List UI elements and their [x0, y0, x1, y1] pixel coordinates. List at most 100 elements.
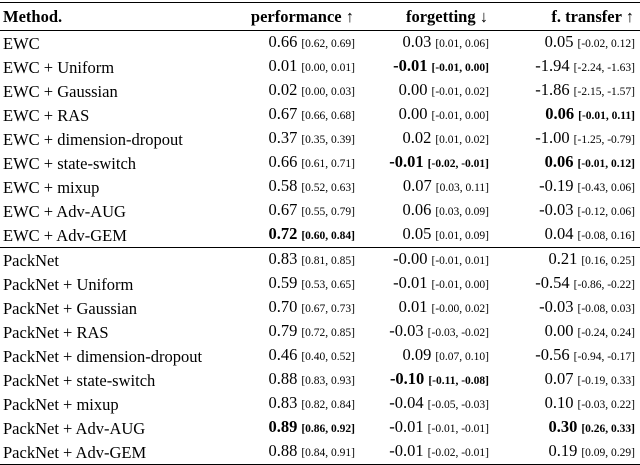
result-cell: 0.06 [-0.01, 0.12]: [494, 151, 640, 175]
result-cell: 0.66 [0.62, 0.69]: [236, 31, 360, 56]
result-cell: 0.88 [0.83, 0.93]: [236, 368, 360, 392]
mean-value: -0.04: [389, 393, 424, 412]
method-name: PackNet + mixup: [3, 394, 119, 414]
confidence-interval: [-0.01, 0.01]: [431, 255, 490, 267]
result-cell: 0.67 [0.55, 0.79]: [236, 199, 360, 223]
confidence-interval: [-0.01, 0.11]: [578, 110, 635, 122]
table-row: PackNet + dimension-dropout 0.46 [0.40, 0.…: [0, 344, 640, 368]
mean-value: -0.19: [539, 176, 574, 195]
mean-value: -0.01: [393, 56, 428, 75]
confidence-interval: [0.84, 0.91]: [301, 447, 355, 459]
result-cell: 0.79 [0.72, 0.85]: [236, 320, 360, 344]
result-cell: 0.83 [0.82, 0.84]: [236, 392, 360, 416]
mean-value: 0.05: [544, 32, 574, 51]
confidence-interval: [0.53, 0.65]: [301, 279, 355, 291]
column-header: f. transfer ↑: [551, 7, 634, 26]
result-cell: 0.01 [0.00, 0.01]: [236, 55, 360, 79]
result-cell: -0.03 [-0.03, -0.02]: [360, 320, 494, 344]
result-cell: 0.04 [-0.08, 0.16]: [494, 223, 640, 248]
mean-value: -0.01: [389, 417, 424, 436]
result-cell: -0.01 [-0.01, -0.01]: [360, 416, 494, 440]
result-cell: 0.30 [0.26, 0.33]: [494, 416, 640, 440]
mean-value: 0.07: [402, 176, 432, 195]
method-name: PackNet + Gaussian: [3, 298, 137, 318]
method-name: EWC + RAS: [3, 105, 90, 125]
confidence-interval: [0.86, 0.92]: [301, 423, 355, 435]
result-cell: -0.01 [-0.01, 0.00]: [360, 272, 494, 296]
confidence-interval: [-0.01, 0.02]: [431, 86, 490, 98]
confidence-interval: [-0.01, 0.00]: [431, 110, 490, 122]
result-cell: 0.00 [-0.01, 0.02]: [360, 79, 494, 103]
method-name: EWC + Gaussian: [3, 81, 118, 101]
mean-value: 0.03: [402, 32, 432, 51]
confidence-interval: [0.00, 0.01]: [301, 62, 355, 74]
confidence-interval: [0.07, 0.10]: [435, 351, 489, 363]
mean-value: 0.67: [268, 200, 298, 219]
confidence-interval: [0.26, 0.33]: [581, 423, 635, 435]
result-cell: 0.72 [0.60, 0.84]: [236, 223, 360, 248]
result-cell: -1.86 [-2.15, -1.57]: [494, 79, 640, 103]
table-row: EWC + RAS 0.67 [0.66, 0.68] 0.00 [-0.01, 0.0…: [0, 103, 640, 127]
mean-value: 0.30: [548, 417, 578, 436]
table-row: PackNet + Uniform 0.59 [0.53, 0.65] -0.01 [-…: [0, 272, 640, 296]
confidence-interval: [0.09, 0.29]: [581, 447, 635, 459]
table-row: PackNet + RAS 0.79 [0.72, 0.85] -0.03 [-0.03…: [0, 320, 640, 344]
confidence-interval: [0.16, 0.25]: [581, 255, 635, 267]
result-cell: 0.05 [0.01, 0.09]: [360, 223, 494, 248]
mean-value: -1.94: [535, 56, 570, 75]
confidence-interval: [0.01, 0.02]: [435, 134, 489, 146]
mean-value: -0.10: [389, 369, 425, 388]
result-cell: -0.54 [-0.86, -0.22]: [494, 272, 640, 296]
mean-value: 0.06: [402, 200, 432, 219]
mean-value: 0.88: [268, 441, 298, 460]
confidence-interval: [0.66, 0.68]: [301, 110, 355, 122]
mean-value: 0.05: [402, 224, 432, 243]
result-cell: -0.01 [-0.02, -0.01]: [360, 440, 494, 465]
confidence-interval: [-0.08, 0.16]: [577, 230, 636, 242]
confidence-interval: [0.62, 0.69]: [301, 38, 355, 50]
result-cell: 0.00 [-0.01, 0.00]: [360, 103, 494, 127]
result-cell: 0.70 [0.67, 0.73]: [236, 296, 360, 320]
mean-value: 0.01: [398, 297, 428, 316]
mean-value: 0.00: [398, 80, 428, 99]
mean-value: 0.58: [268, 176, 298, 195]
confidence-interval: [-0.86, -0.22]: [573, 279, 635, 291]
result-cell: 0.10 [-0.03, 0.22]: [494, 392, 640, 416]
mean-value: 0.66: [268, 32, 298, 51]
mean-value: 0.72: [268, 224, 298, 243]
confidence-interval: [0.40, 0.52]: [301, 351, 355, 363]
mean-value: -0.03: [539, 297, 574, 316]
result-cell: -0.03 [-0.08, 0.03]: [494, 296, 640, 320]
mean-value: 0.89: [268, 417, 298, 436]
mean-value: 0.02: [402, 128, 432, 147]
table-row: PackNet + mixup 0.83 [0.82, 0.84] -0.04 [-0.…: [0, 392, 640, 416]
mean-value: -1.00: [535, 128, 570, 147]
method-name: PackNet + state-switch: [3, 370, 156, 390]
confidence-interval: [-0.24, 0.24]: [577, 327, 636, 339]
confidence-interval: [0.83, 0.93]: [301, 375, 355, 387]
confidence-interval: [0.35, 0.39]: [301, 134, 355, 146]
result-cell: 0.89 [0.86, 0.92]: [236, 416, 360, 440]
confidence-interval: [-0.43, 0.06]: [577, 182, 636, 194]
result-cell: 0.00 [-0.24, 0.24]: [494, 320, 640, 344]
result-cell: -0.03 [-0.12, 0.06]: [494, 199, 640, 223]
mean-value: 0.83: [268, 393, 298, 412]
mean-value: 0.10: [544, 393, 574, 412]
confidence-interval: [-0.05, -0.03]: [427, 399, 489, 411]
method-name: EWC + mixup: [3, 177, 100, 197]
table-row: PackNet + Gaussian 0.70 [0.67, 0.73] 0.01 [-…: [0, 296, 640, 320]
method-name: PackNet + RAS: [3, 322, 109, 342]
result-cell: 0.46 [0.40, 0.52]: [236, 344, 360, 368]
result-cell: 0.21 [0.16, 0.25]: [494, 248, 640, 273]
confidence-interval: [-0.94, -0.17]: [573, 351, 635, 363]
result-cell: 0.07 [0.03, 0.11]: [360, 175, 494, 199]
table-row: EWC 0.66 [0.62, 0.69] 0.03 [0.01, 0.06] 0.05[…: [0, 31, 640, 56]
confidence-interval: [-0.01, 0.12]: [577, 158, 636, 170]
result-cell: 0.88 [0.84, 0.91]: [236, 440, 360, 465]
result-cell: -0.19 [-0.43, 0.06]: [494, 175, 640, 199]
mean-value: 0.46: [268, 345, 298, 364]
confidence-interval: [-0.01, 0.00]: [431, 62, 490, 74]
mean-value: 0.09: [402, 345, 432, 364]
